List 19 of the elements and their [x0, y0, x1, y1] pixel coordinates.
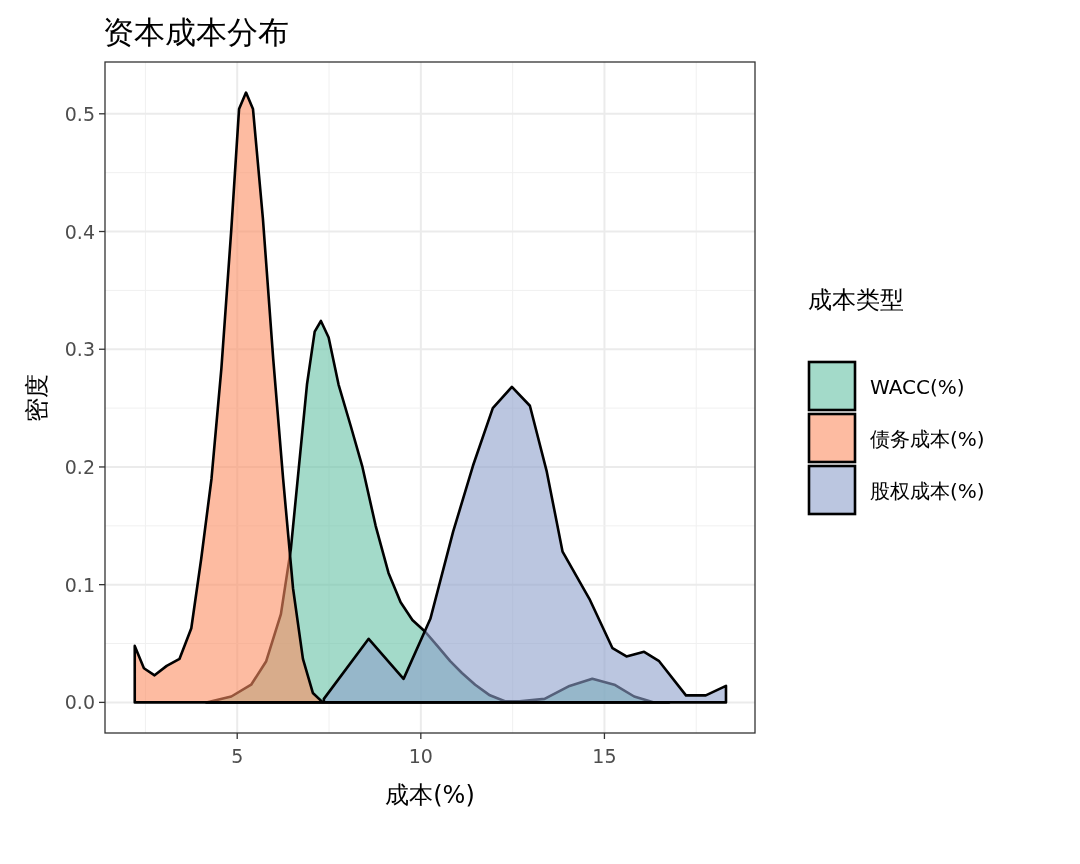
x-tick-label: 15 — [592, 745, 617, 767]
x-tick-label: 5 — [231, 745, 244, 767]
y-tick-label: 0.3 — [64, 338, 95, 361]
y-tick-label: 0.2 — [64, 455, 95, 478]
y-tick-label: 0.0 — [64, 691, 95, 714]
x-axis-title: 成本(%) — [385, 781, 475, 809]
chart-title: 资本成本分布 — [103, 14, 289, 50]
legend-title: 成本类型 — [808, 286, 904, 314]
legend-label: WACC(%) — [870, 375, 965, 399]
legend-item: 股权成本(%) — [807, 464, 985, 516]
y-axis-title: 密度 — [23, 373, 51, 422]
legend-item: 债务成本(%) — [807, 412, 985, 464]
legend-label: 股权成本(%) — [870, 479, 985, 503]
y-tick-label: 0.4 — [64, 220, 95, 243]
legend-label: 债务成本(%) — [870, 427, 985, 451]
legend-item: WACC(%) — [807, 360, 965, 412]
y-tick-label: 0.1 — [64, 573, 95, 596]
x-tick-label: 10 — [408, 745, 433, 767]
y-tick-label: 0.5 — [64, 102, 95, 125]
